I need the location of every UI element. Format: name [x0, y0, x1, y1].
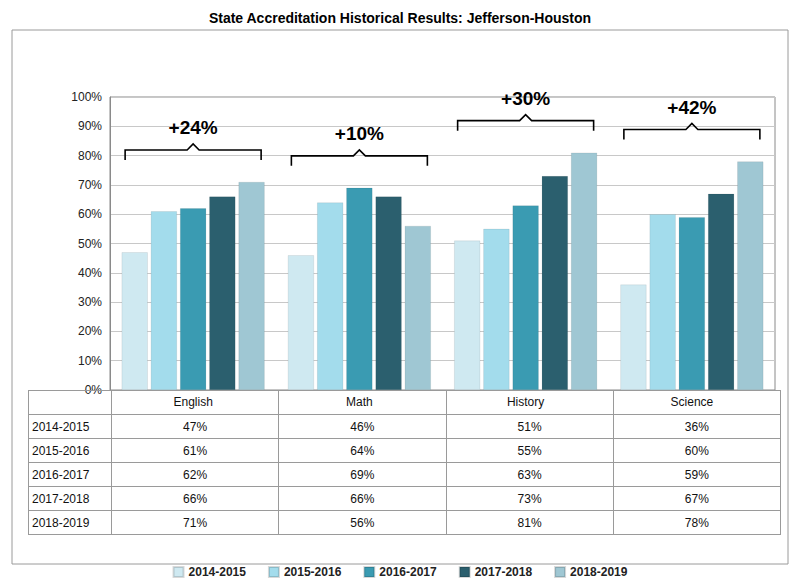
html-text:47%: 47%: [183, 419, 208, 434]
html-text:64%: 64%: [350, 443, 375, 458]
html-text:36%: 36%: [684, 419, 709, 434]
html-text:63%: 63%: [517, 467, 542, 482]
html-text:2018-2019: 2018-2019: [32, 515, 90, 530]
html-text:46%: 46%: [350, 419, 375, 434]
svg-text:60%: 60%: [78, 207, 102, 221]
html-text:81%: 81%: [517, 515, 542, 530]
html-text:2017-2018: 2017-2018: [32, 491, 90, 506]
svg-text:90%: 90%: [78, 119, 102, 133]
svg-text:2015-2016: 2015-2016: [284, 565, 342, 579]
html-text:2014-2015: 2014-2015: [32, 419, 90, 434]
html-text:73%: 73%: [517, 491, 542, 506]
svg-text:Math: Math: [346, 395, 373, 409]
html-text:2016-2017: 2016-2017: [32, 467, 90, 482]
html-text:55%: 55%: [517, 443, 542, 458]
svg-text:+24%: +24%: [169, 117, 218, 138]
svg-text:80%: 80%: [78, 149, 102, 163]
html-text:2015-2016: 2015-2016: [32, 443, 90, 458]
html-text:51%: 51%: [517, 419, 542, 434]
svg-text:100%: 100%: [71, 90, 102, 104]
svg-text:70%: 70%: [78, 178, 102, 192]
html-text:61%: 61%: [183, 443, 208, 458]
html-text:56%: 56%: [350, 515, 375, 530]
svg-text:State Accreditation Historical: State Accreditation Historical Results: …: [209, 10, 591, 26]
svg-text:50%: 50%: [78, 237, 102, 251]
svg-text:2014-2015: 2014-2015: [189, 565, 247, 579]
svg-text:30%: 30%: [78, 295, 102, 309]
svg-text:Science: Science: [671, 395, 714, 409]
svg-text:+10%: +10%: [335, 123, 384, 144]
svg-text:20%: 20%: [78, 324, 102, 338]
html-text:69%: 69%: [350, 467, 375, 482]
html-text:66%: 66%: [350, 491, 375, 506]
svg-text:English: English: [173, 395, 212, 409]
html-text:59%: 59%: [684, 467, 709, 482]
svg-text:+30%: +30%: [501, 88, 550, 109]
html-text:78%: 78%: [684, 515, 709, 530]
html-text:62%: 62%: [183, 467, 208, 482]
svg-text:+42%: +42%: [667, 97, 716, 118]
html-text:60%: 60%: [684, 443, 709, 458]
svg-text:40%: 40%: [78, 266, 102, 280]
html-text:67%: 67%: [684, 491, 709, 506]
html-text:66%: 66%: [183, 491, 208, 506]
svg-text:0%: 0%: [85, 383, 103, 397]
svg-text:2017-2018: 2017-2018: [475, 565, 533, 579]
svg-text:2018-2019: 2018-2019: [570, 565, 628, 579]
svg-text:2016-2017: 2016-2017: [379, 565, 437, 579]
svg-text:10%: 10%: [78, 354, 102, 368]
html-text:71%: 71%: [183, 515, 208, 530]
svg-text:History: History: [507, 395, 544, 409]
